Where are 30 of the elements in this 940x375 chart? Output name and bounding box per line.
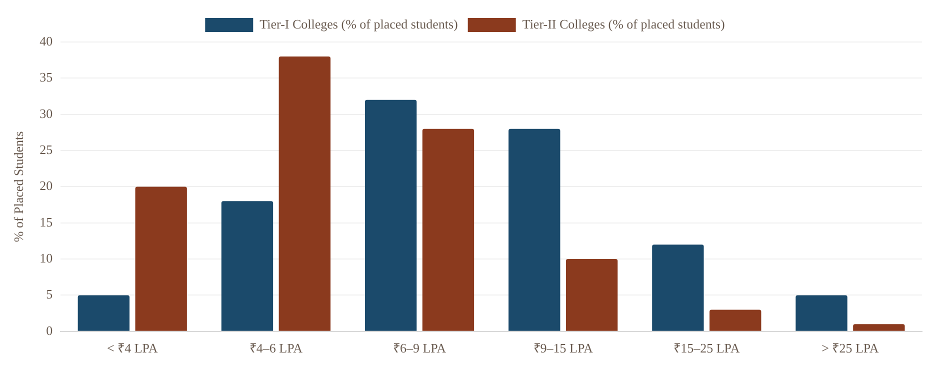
x-tick-label: ₹9–15 LPA (533, 340, 594, 356)
y-tick-label: 25 (40, 142, 53, 157)
bar (508, 128, 560, 331)
bar (135, 186, 187, 331)
bar (422, 128, 474, 331)
bar (78, 295, 130, 331)
x-tick-label: ₹4–6 LPA (249, 340, 304, 356)
bar (278, 56, 331, 331)
y-tick-label: 0 (46, 322, 53, 338)
y-tick-label: 20 (40, 178, 53, 194)
y-tick-label: 10 (40, 250, 53, 266)
y-tick-label: 15 (40, 214, 53, 230)
x-tick-label: ₹6–9 LPA (392, 340, 447, 356)
bar (566, 259, 618, 331)
y-tick-label: 40 (40, 33, 53, 48)
x-tick-label: ₹15–25 LPA (674, 340, 740, 356)
bar (796, 295, 848, 331)
x-tick-label: < ₹4 LPA (107, 340, 158, 356)
y-tick-label: 35 (40, 70, 53, 85)
x-tick-label: > ₹25 LPA (822, 340, 880, 356)
legend-label: Tier-I Colleges (% of placed students) (260, 16, 458, 32)
bar (652, 244, 704, 331)
legend-label: Tier-II Colleges (% of placed students) (522, 16, 725, 32)
bar (710, 310, 762, 331)
bar (853, 324, 905, 331)
y-axis-title: % of Placed Students (11, 131, 26, 242)
bar (221, 201, 274, 331)
bar (364, 100, 417, 331)
y-tick-label: 30 (40, 106, 53, 121)
y-tick-label: 5 (46, 286, 53, 302)
